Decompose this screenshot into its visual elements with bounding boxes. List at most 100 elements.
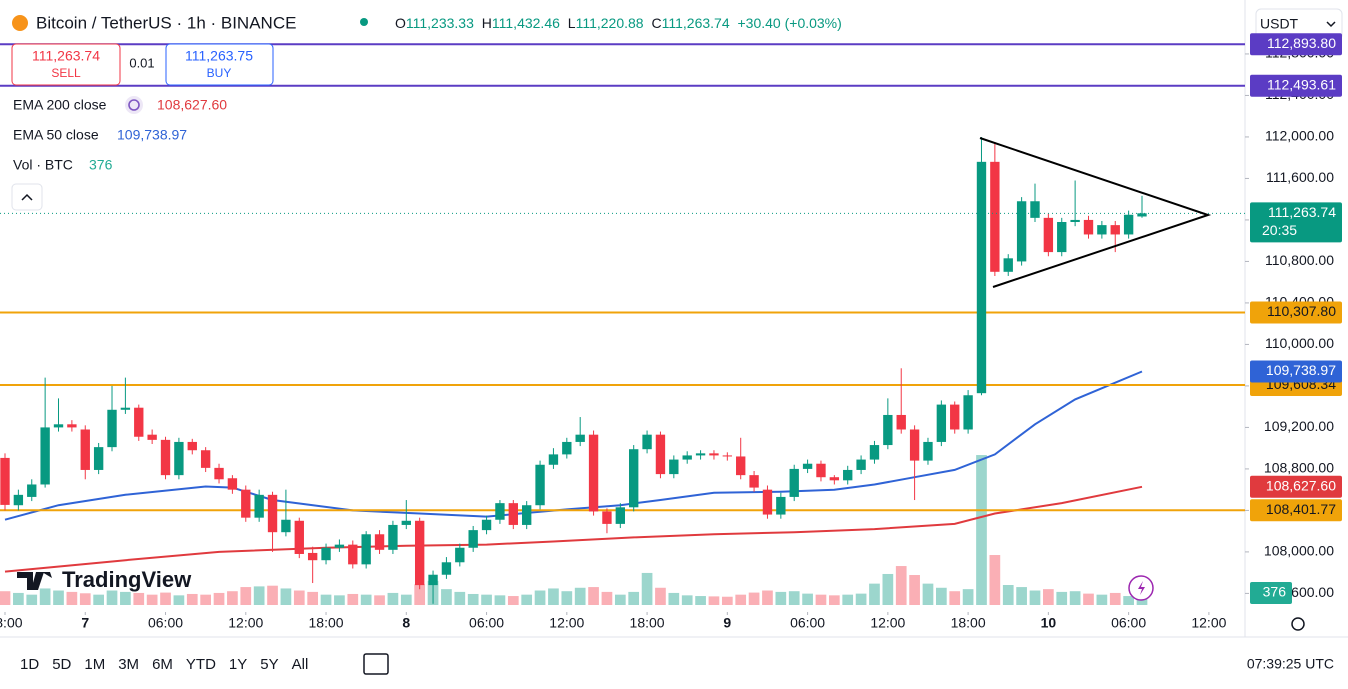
- volume-bar: [387, 592, 399, 605]
- candle-body: [869, 445, 880, 460]
- settings-icon[interactable]: [1291, 617, 1305, 631]
- volume-bar: [1056, 591, 1068, 605]
- candle-body: [762, 489, 773, 515]
- buy-label: BUY: [207, 66, 232, 80]
- low: 111,220.88: [576, 15, 644, 31]
- volume-bar: [106, 590, 118, 605]
- ema-label: 108,627.60: [1266, 477, 1336, 493]
- clock: 07:39:25 UTC: [1247, 656, 1334, 672]
- candle-body: [749, 475, 759, 488]
- volume-bar: [26, 594, 38, 605]
- volume-bar: [681, 595, 693, 605]
- candle-body: [896, 414, 906, 430]
- range-button[interactable]: All: [292, 656, 309, 673]
- legend: EMA 200 close 108,627.60 EMA 50 close 10…: [11, 96, 227, 211]
- ema-label: 109,738.97: [1266, 362, 1336, 378]
- candle-body: [602, 511, 612, 524]
- range-button[interactable]: 1D: [20, 656, 39, 673]
- ema-label-box: [1250, 475, 1342, 498]
- volume-bar: [441, 589, 452, 605]
- candle-body: [695, 453, 706, 456]
- candle-body: [481, 519, 492, 531]
- range-button[interactable]: 1M: [84, 656, 105, 673]
- open: 111,233.33: [406, 15, 474, 31]
- volume-bar: [855, 593, 867, 605]
- l-key: L: [568, 15, 576, 31]
- volume-bar: [802, 593, 813, 605]
- volume-bar: [1096, 594, 1108, 605]
- range-button[interactable]: 3M: [118, 656, 139, 673]
- candle-body: [709, 453, 719, 456]
- bitcoin-icon: [12, 15, 28, 31]
- calendar-icon[interactable]: [363, 653, 389, 675]
- alert-glyph: [1138, 581, 1145, 595]
- x-tick-label: 18:00: [630, 615, 665, 631]
- candle-body: [950, 404, 960, 430]
- x-tick-label: 12:00: [1191, 615, 1226, 631]
- volume-bar: [227, 591, 238, 605]
- volume-bar: [160, 592, 171, 605]
- y-tick-label: 108,800.00: [1264, 460, 1334, 476]
- volume-bar: [1002, 585, 1014, 605]
- branding: TradingView: [17, 567, 192, 592]
- range-button[interactable]: 5D: [52, 656, 71, 673]
- range-button[interactable]: YTD: [186, 656, 216, 673]
- candle-body: [174, 441, 184, 476]
- x-tick-label: 12:00: [549, 615, 584, 631]
- candle-body: [200, 450, 211, 468]
- x-tick-label: 8: [402, 615, 410, 631]
- volume-bar: [454, 591, 466, 605]
- candle-body: [468, 530, 478, 548]
- level-label-box: [1250, 33, 1342, 56]
- candle-body: [682, 455, 692, 460]
- volume-bar: [467, 593, 479, 605]
- volume-bar: [13, 592, 24, 605]
- volume-bar: [146, 594, 158, 605]
- o-key: O: [395, 15, 406, 31]
- sell-button[interactable]: [11, 43, 121, 86]
- candle-body: [1110, 225, 1120, 235]
- volume-bar: [1016, 587, 1027, 605]
- volume-bar: [374, 595, 385, 605]
- volume-bar: [775, 591, 787, 605]
- candle-body: [254, 494, 264, 518]
- brand-name: TradingView: [62, 567, 192, 592]
- level-label-box: [1250, 499, 1342, 522]
- volume-bar: [267, 585, 278, 605]
- range-button[interactable]: 1Y: [229, 656, 247, 673]
- candle-body: [802, 463, 813, 469]
- reload-icon[interactable]: [125, 96, 143, 114]
- y-tick-label: 110,800.00: [1265, 252, 1334, 268]
- toolbar: 07:39:25 UTC 1D 5D 1M 3M 6M YTD 1Y 5Y All: [20, 653, 1334, 675]
- volume-bar: [628, 591, 640, 605]
- candle-body: [776, 496, 786, 515]
- volume-bar: [614, 594, 626, 605]
- x-tick-label: 18:00: [951, 615, 986, 631]
- vol-value: 376: [89, 157, 113, 173]
- ema-line: [4, 485, 1143, 573]
- candle-body: [562, 441, 572, 455]
- ema50-name: EMA 50 close: [13, 127, 99, 143]
- range-button[interactable]: 6M: [152, 656, 173, 673]
- last-price-label: 111,263.74: [1268, 204, 1336, 220]
- candle-body: [936, 404, 947, 442]
- level-label-box: [1250, 301, 1342, 324]
- candle-body: [655, 434, 666, 475]
- volume-tag: 376: [1263, 584, 1287, 600]
- volume-bar: [882, 573, 894, 605]
- x-tick-label: 12:00: [228, 615, 263, 631]
- ema-label-box: [1250, 360, 1342, 383]
- candle-body: [227, 478, 238, 490]
- volume-bar: [655, 587, 666, 605]
- volume-bar: [347, 593, 359, 605]
- volume-bar: [521, 594, 533, 605]
- collapse-button[interactable]: [11, 183, 43, 211]
- level-label: 112,893.80: [1267, 35, 1336, 51]
- volume-bar: [748, 592, 760, 605]
- candle-body: [1137, 213, 1147, 217]
- buy-button[interactable]: [165, 43, 274, 86]
- volume-bar: [494, 595, 506, 605]
- volume-bar: [922, 583, 934, 605]
- range-button[interactable]: 5Y: [260, 656, 278, 673]
- dropdown-arrow: [1326, 21, 1336, 28]
